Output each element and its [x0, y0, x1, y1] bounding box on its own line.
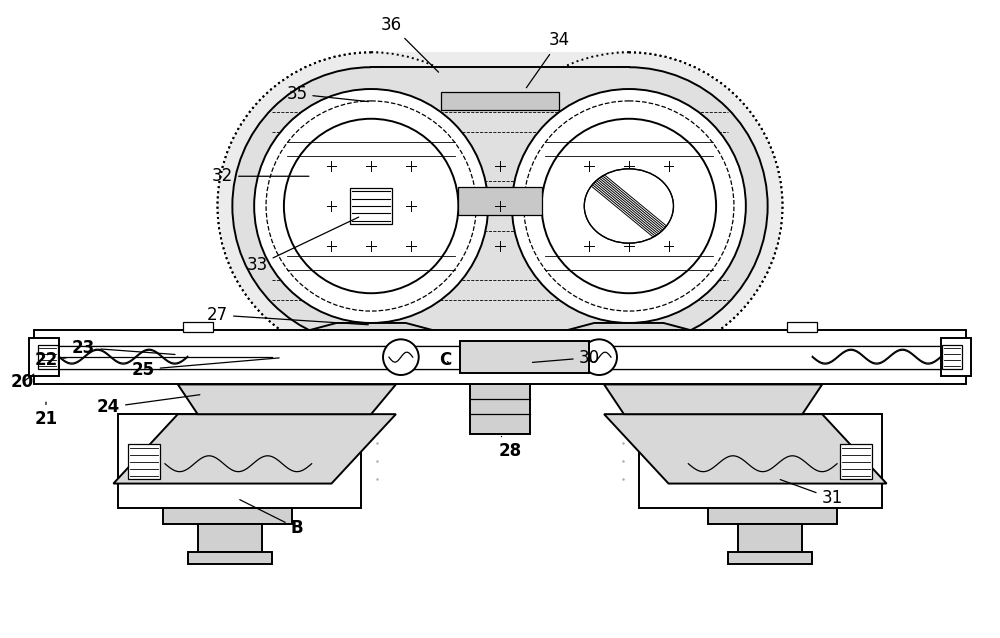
Bar — [183, 322, 213, 332]
Bar — [118, 414, 361, 508]
Polygon shape — [604, 414, 887, 484]
Text: 28: 28 — [498, 436, 521, 460]
Circle shape — [490, 67, 768, 345]
Polygon shape — [113, 414, 396, 484]
Bar — [29, 338, 59, 376]
Bar — [34, 330, 966, 385]
Text: 21: 21 — [34, 402, 58, 428]
Text: 31: 31 — [780, 480, 843, 507]
Ellipse shape — [584, 169, 673, 243]
Bar — [787, 322, 817, 332]
Bar — [840, 444, 872, 478]
Circle shape — [542, 119, 716, 293]
Bar — [198, 524, 262, 552]
Bar — [441, 92, 559, 110]
Bar — [738, 524, 802, 552]
Bar — [460, 341, 589, 373]
Bar — [163, 508, 292, 524]
Bar — [36, 346, 964, 369]
Circle shape — [383, 339, 419, 375]
Bar — [350, 188, 392, 224]
Bar — [942, 345, 962, 369]
Polygon shape — [178, 385, 396, 414]
Text: 34: 34 — [526, 31, 570, 88]
Text: 24: 24 — [97, 395, 200, 416]
Text: 35: 35 — [286, 85, 368, 103]
Text: C: C — [439, 351, 452, 369]
Text: 25: 25 — [132, 358, 279, 378]
Bar — [371, 67, 629, 345]
Bar — [128, 444, 160, 478]
Text: 36: 36 — [380, 15, 439, 72]
Bar — [458, 187, 542, 215]
Circle shape — [217, 52, 525, 360]
Bar — [708, 508, 837, 524]
Bar — [941, 338, 971, 376]
Circle shape — [581, 339, 617, 375]
Text: B: B — [240, 500, 303, 537]
Circle shape — [475, 52, 783, 360]
Circle shape — [284, 119, 458, 293]
Bar — [728, 552, 812, 564]
Polygon shape — [550, 323, 708, 335]
Text: 33: 33 — [247, 217, 359, 274]
Text: 20: 20 — [11, 373, 34, 392]
Bar — [470, 385, 530, 434]
Bar — [371, 52, 629, 360]
Bar — [639, 414, 882, 508]
Circle shape — [512, 89, 746, 323]
Circle shape — [254, 89, 488, 323]
Bar — [38, 345, 58, 369]
Text: 27: 27 — [207, 306, 368, 325]
Polygon shape — [604, 385, 822, 414]
Bar — [188, 552, 272, 564]
Text: 23: 23 — [72, 339, 175, 357]
Text: 30: 30 — [533, 348, 600, 367]
Text: 22: 22 — [34, 351, 66, 369]
Polygon shape — [292, 323, 450, 335]
Circle shape — [232, 67, 510, 345]
Text: 32: 32 — [212, 167, 309, 185]
